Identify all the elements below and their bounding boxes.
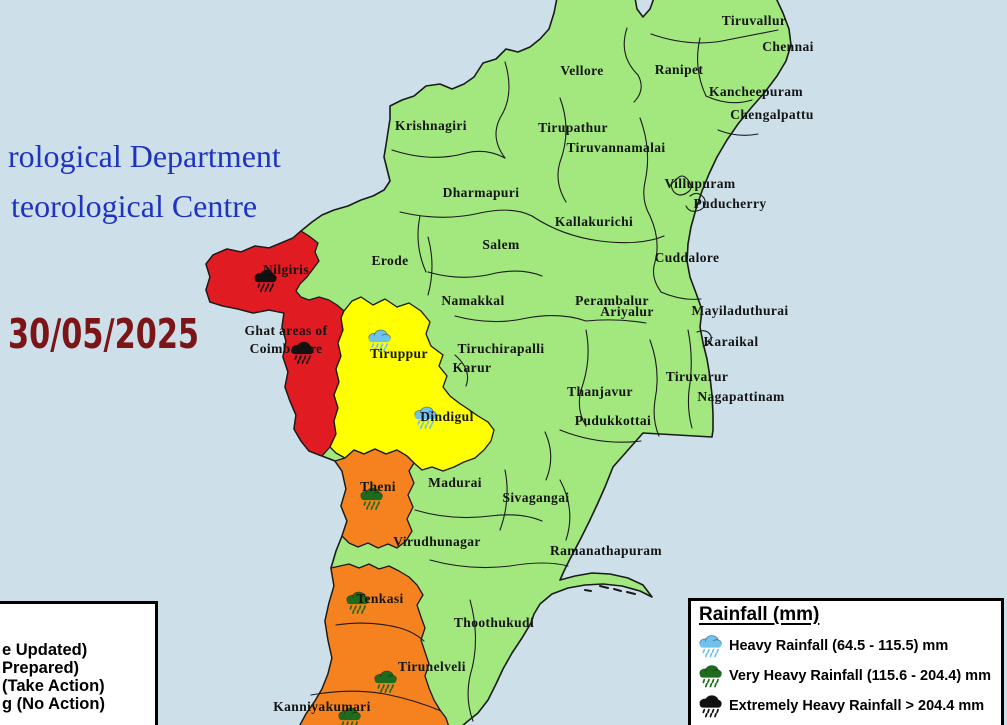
district-label-perambalur: Perambalur [575,293,649,308]
district-label-madurai: Madurai [428,475,482,490]
district-label-thoothukudi: Thoothukudi [453,615,535,630]
district-label-kanniyakumari: Kanniyakumari [273,699,371,714]
district-label-tiruvarur: Tiruvarur [665,369,729,384]
rainfall-legend-label-very-heavy: Very Heavy Rainfall (115.6 - 204.4) mm [729,667,991,684]
action-legend-line-2: Prepared) [2,659,80,677]
district-label-sivagangai: Sivagangai [502,490,570,505]
rainfall-legend-box: Rainfall (mm) Heavy Rainfall (64.5 - 115… [688,598,1004,725]
orange-warning-region-south [299,563,450,725]
district-label-chennai: Chennai [762,39,814,54]
forecast-date: 30/05/2025 [8,310,200,358]
district-label-mayiladuthurai: Mayiladuthurai [691,303,789,318]
district-label-krishnagiri: Krishnagiri [395,118,467,133]
very-heavy-rain-icon-tirunelveli [371,668,401,694]
red-warning-region [205,230,345,457]
district-label-thanjavur: Thanjavur [567,384,633,399]
rainfall-legend-label-extremely-heavy: Extremely Heavy Rainfall > 204.4 mm [729,697,985,714]
district-label-ariyalur: Ariyalur [600,304,654,319]
action-legend-line-4: g (No Action) [2,695,105,713]
district-label-cuddalore: Cuddalore [654,250,720,265]
rainfall-legend-item-very-heavy: Very Heavy Rainfall (115.6 - 204.4) mm [696,662,991,690]
district-label-pudukkottai: Pudukkottai [574,413,652,428]
district-label-villupuram: Villupuram [664,176,736,191]
rainfall-legend-item-heavy: Heavy Rainfall (64.5 - 115.5) mm [696,632,948,660]
district-label-vellore: Vellore [560,63,604,78]
very-heavy-rain-cloud-icon [696,662,726,689]
district-label-tiruppur: Tiruppur [370,346,428,361]
rainfall-legend-title: Rainfall (mm) [699,604,820,625]
heavy-rain-cloud-icon [696,632,726,659]
district-label-dharmapuri: Dharmapuri [442,185,520,200]
district-label-chengalpattu: Chengalpattu [730,107,814,122]
action-legend-line-1: e Updated) [2,641,88,659]
island-marks [584,585,636,595]
district-label-erode: Erode [371,253,409,268]
district-label-ghat-areas-line2: Coimbatore [249,341,323,356]
district-label-karur: Karur [452,360,492,375]
rainfall-legend-label-heavy: Heavy Rainfall (64.5 - 115.5) mm [729,637,949,654]
district-label-nilgiris: Nilgiris [263,262,309,277]
district-label-tirunelveli: Tirunelveli [398,659,466,674]
action-legend-line-3: (Take Action) [2,677,105,695]
district-label-tiruchirapalli: Tiruchirapalli [457,341,545,356]
district-label-kallakurichi: Kallakurichi [554,214,634,229]
district-label-puducherry: Puducherry [693,196,767,211]
district-label-ghat-areas-line1: Ghat areas of [244,323,328,338]
district-label-namakkal: Namakkal [441,293,505,308]
district-label-ranipet: Ranipet [654,62,704,77]
warning-action-legend-box [0,601,158,725]
extremely-heavy-rain-cloud-icon [696,692,726,719]
district-label-tenkasi: Tenkasi [356,591,404,606]
district-label-tiruvannamalai: Tiruvannamalai [566,140,666,155]
district-label-nagapattinam: Nagapattinam [697,389,785,404]
district-label-kancheepuram: Kancheepuram [708,84,804,99]
district-label-salem: Salem [482,237,520,252]
district-label-theni: Theni [360,479,396,494]
page-title-line2: teorological Centre [11,188,258,224]
district-label-tirupathur: Tirupathur [538,120,608,135]
district-label-virudhunagar: Virudhunagar [393,534,481,549]
rainfall-legend-item-extremely-heavy: Extremely Heavy Rainfall > 204.4 mm [696,692,984,720]
district-label-tiruvallur: Tiruvallur [721,13,787,28]
district-label-dindigul: Dindigul [420,409,474,424]
district-borders [310,27,779,722]
page-title-line1: rological Department [8,138,281,174]
district-label-ramanathapuram: Ramanathapuram [549,543,663,558]
district-label-karaikal: Karaikal [703,334,759,349]
